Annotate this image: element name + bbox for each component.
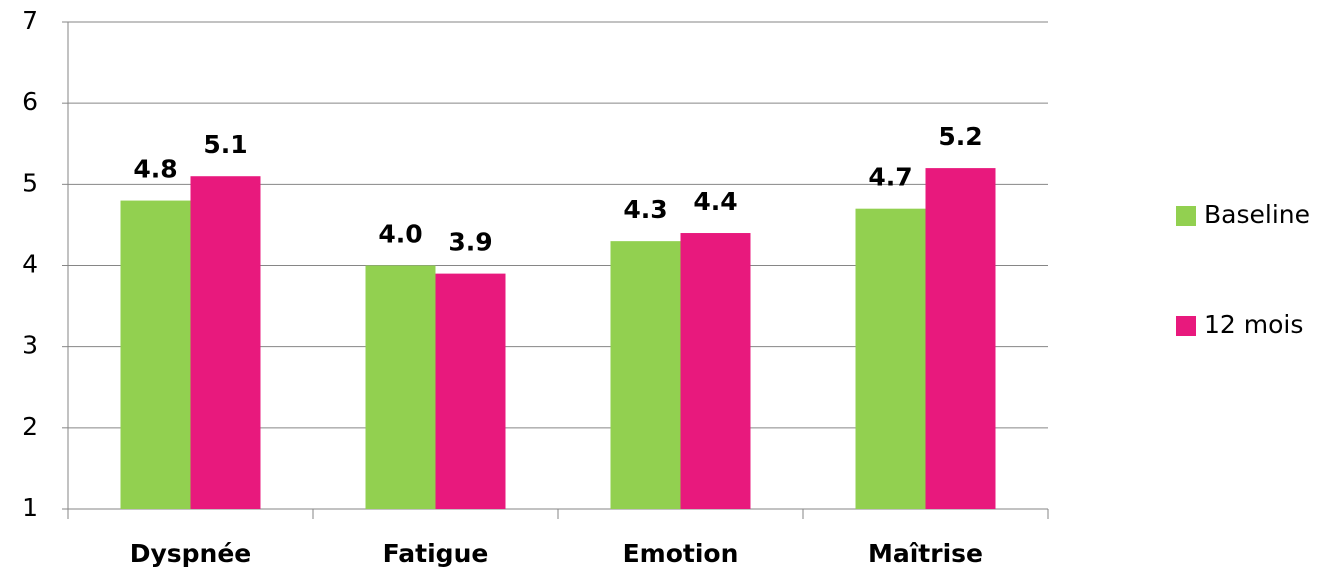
value-label: 4.3 — [623, 195, 667, 224]
y-tick-label: 7 — [22, 6, 38, 35]
value-label: 4.4 — [693, 187, 737, 216]
value-label: 5.2 — [938, 122, 982, 151]
value-label: 5.1 — [203, 130, 247, 159]
bar — [855, 208, 926, 509]
y-tick-label: 3 — [22, 331, 38, 360]
y-tick-label: 2 — [22, 412, 38, 441]
value-label: 4.8 — [133, 155, 177, 184]
bar — [435, 273, 506, 509]
x-tick-label: Fatigue — [383, 539, 489, 568]
y-tick-label: 4 — [22, 250, 38, 279]
value-label: 4.7 — [868, 163, 912, 192]
y-tick-label: 6 — [22, 87, 38, 116]
legend-swatch — [1176, 316, 1196, 336]
bar — [120, 200, 191, 510]
x-tick-label: Emotion — [623, 539, 739, 568]
bar — [190, 176, 261, 509]
legend-label: Baseline — [1204, 200, 1310, 229]
y-tick-label: 5 — [22, 168, 38, 197]
legend-label: 12 mois — [1204, 310, 1303, 339]
x-tick-label: Dyspnée — [130, 539, 252, 568]
legend-swatch — [1176, 206, 1196, 226]
x-tick-label: Maîtrise — [868, 539, 983, 568]
value-label: 4.0 — [378, 220, 422, 249]
bar — [610, 241, 681, 509]
y-tick-label: 1 — [22, 493, 38, 522]
bar — [365, 265, 436, 509]
bar — [680, 233, 751, 510]
bar — [925, 168, 996, 509]
value-label: 3.9 — [448, 228, 492, 257]
